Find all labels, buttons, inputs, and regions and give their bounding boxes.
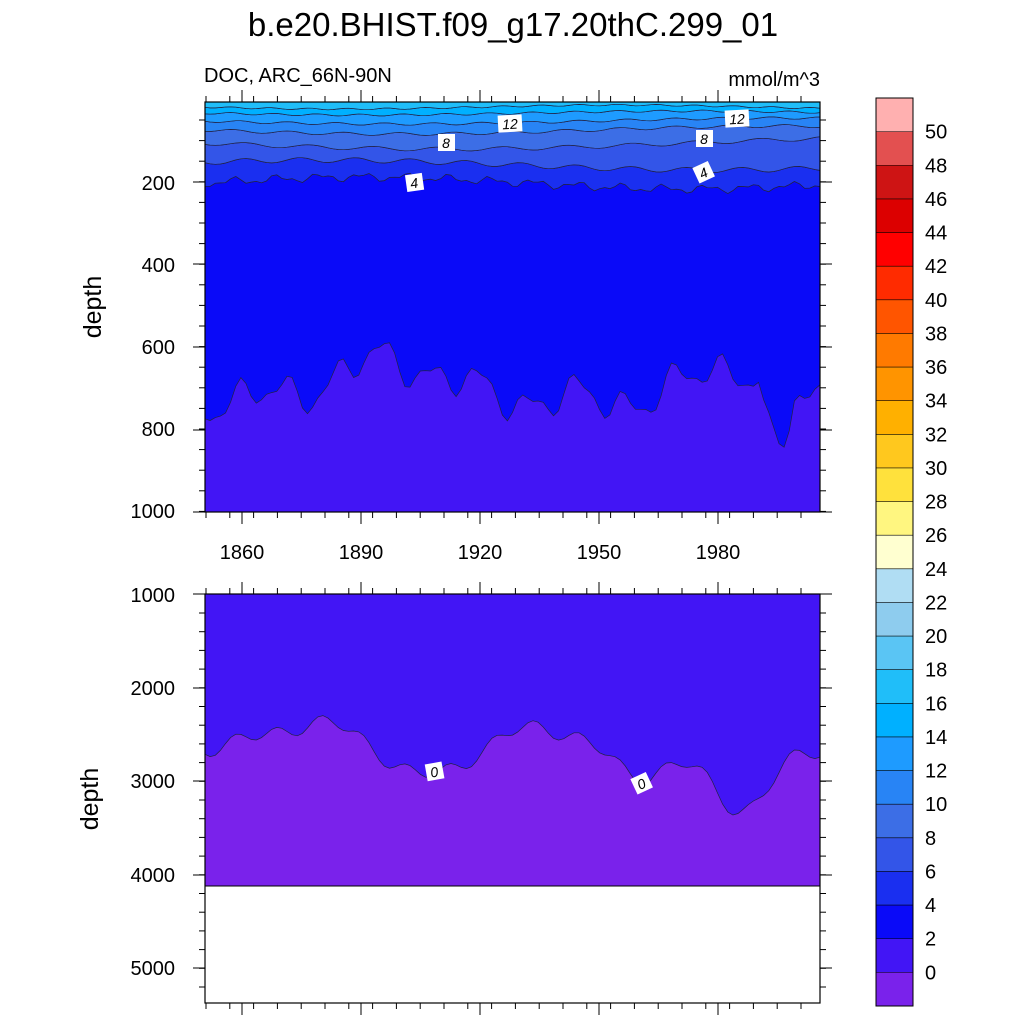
upper-contour-label-12b: 12: [724, 109, 750, 128]
colorbar-label: 46: [925, 189, 947, 211]
svg-text:12: 12: [502, 116, 519, 133]
colorbar-swatch: [876, 501, 913, 536]
colorbar-label: 4: [925, 895, 936, 917]
colorbar-swatch: [876, 770, 913, 805]
colorbar-swatch: [876, 98, 913, 133]
upper-contour-label-8b: 8: [696, 130, 713, 147]
colorbar-label: 40: [925, 290, 947, 312]
colorbar-label: 44: [925, 223, 947, 245]
colorbar-swatch: [876, 266, 913, 301]
upper-contour-label-8a: 8: [438, 134, 455, 151]
colorbar-label: 20: [925, 626, 947, 648]
colorbar-swatch: [876, 804, 913, 839]
colorbar-label: 50: [925, 122, 947, 144]
colorbar-swatch: [876, 333, 913, 368]
colorbar-label: 30: [925, 458, 947, 480]
colorbar-swatch: [876, 535, 913, 570]
colorbar-swatch: [876, 837, 913, 872]
colorbar-swatch: [876, 905, 913, 940]
colorbar-label: 22: [925, 592, 947, 614]
colorbar: [875, 97, 914, 1007]
svg-text:0: 0: [429, 763, 440, 780]
lower-y-tick-label: 3000: [131, 771, 176, 793]
lower-y-tick-label: 2000: [131, 678, 176, 700]
colorbar-label: 34: [925, 391, 947, 413]
svg-text:8: 8: [442, 135, 450, 151]
colorbar-swatch: [876, 736, 913, 772]
colorbar-label: 0: [925, 962, 936, 984]
upper-y-tick-label: 200: [142, 173, 175, 195]
lower-contour-label-0b: 0: [630, 771, 653, 795]
upper-y-tick-label: 400: [142, 255, 175, 277]
colorbar-label: 24: [925, 559, 947, 581]
colorbar-swatch: [876, 938, 913, 973]
upper-panel: DOC, ARC_66N-90N mmol/m^3 12 8 4 12 8: [79, 65, 832, 564]
upper-contour-label-12a: 12: [497, 114, 523, 133]
x-tick-label: 1950: [577, 542, 622, 564]
colorbar-label: 42: [925, 256, 947, 278]
lower-y-axis-label: depth: [76, 768, 104, 831]
svg-text:4: 4: [409, 174, 419, 191]
colorbar-frame: [875, 97, 914, 1007]
x-tick-label: 1920: [458, 542, 503, 564]
x-tick-label: 1860: [220, 542, 265, 564]
lower-y-tick-label: 4000: [131, 865, 176, 887]
colorbar-swatch: [876, 400, 913, 435]
upper-y-tick-label: 800: [142, 419, 175, 441]
svg-text:8: 8: [700, 131, 708, 147]
lower-y-tick-label: 1000: [131, 585, 176, 607]
upper-y-tick-label: 1000: [131, 501, 176, 523]
colorbar-swatch: [876, 669, 913, 704]
colorbar-swatch: [876, 703, 913, 738]
colorbar-labels: 5048464442403836343230282624222018161412…: [925, 122, 947, 985]
colorbar-label: 10: [925, 794, 947, 816]
chart-title: b.e20.BHIST.f09_g17.20thC.299_01: [248, 6, 778, 43]
colorbar-swatch: [876, 131, 913, 166]
colorbar-label: 32: [925, 424, 947, 446]
x-tick-label: 1980: [696, 542, 741, 564]
lower-panel: 0 0 1000 2000 3000 4000 5000 depth: [76, 582, 832, 1015]
upper-contour-label-4b: 4: [692, 160, 715, 184]
colorbar-swatch: [876, 299, 913, 334]
lower-fill-0-2: [204, 593, 821, 816]
lower-plot-frame: [204, 593, 821, 1004]
colorbar-swatch: [876, 165, 913, 200]
subtitle-variable-region: DOC, ARC_66N-90N: [204, 65, 392, 87]
colorbar-swatch: [876, 198, 913, 234]
lower-contour-label-0a: 0: [424, 761, 445, 782]
colorbar-swatch: [876, 972, 913, 1007]
colorbar-label: 8: [925, 828, 936, 850]
x-tick-label: 1890: [339, 542, 384, 564]
colorbar-label: 18: [925, 660, 947, 682]
colorbar-label: 16: [925, 693, 947, 715]
upper-tick-marks: [193, 90, 832, 524]
lower-y-tick-label: 5000: [131, 958, 176, 980]
colorbar-label: 36: [925, 357, 947, 379]
colorbar-swatch: [876, 871, 913, 906]
upper-y-axis-label: depth: [79, 276, 107, 339]
colorbar-label: 28: [925, 492, 947, 514]
colorbar-swatch: [876, 602, 913, 637]
colorbar-label: 14: [925, 727, 947, 749]
subtitle-units: mmol/m^3: [728, 69, 820, 91]
upper-plot-frame: [204, 101, 821, 513]
colorbar-label: 38: [925, 323, 947, 345]
colorbar-label: 6: [925, 861, 936, 883]
colorbar-label: 12: [925, 761, 947, 783]
colorbar-swatch: [876, 636, 913, 671]
colorbar-swatch: [876, 232, 913, 267]
svg-text:12: 12: [729, 111, 746, 128]
colorbar-swatch: [876, 467, 913, 503]
upper-fill-16-18: [204, 101, 821, 111]
colorbar-swatch: [876, 434, 913, 469]
colorbar-label: 48: [925, 155, 947, 177]
colorbar-swatch: [876, 568, 913, 603]
upper-y-tick-label: 600: [142, 337, 175, 359]
lower-tick-marks: [193, 582, 832, 1015]
colorbar-label: 26: [925, 525, 947, 547]
upper-contour-label-4a: 4: [404, 172, 425, 193]
colorbar-label: 2: [925, 929, 936, 951]
colorbar-swatch: [876, 367, 913, 402]
